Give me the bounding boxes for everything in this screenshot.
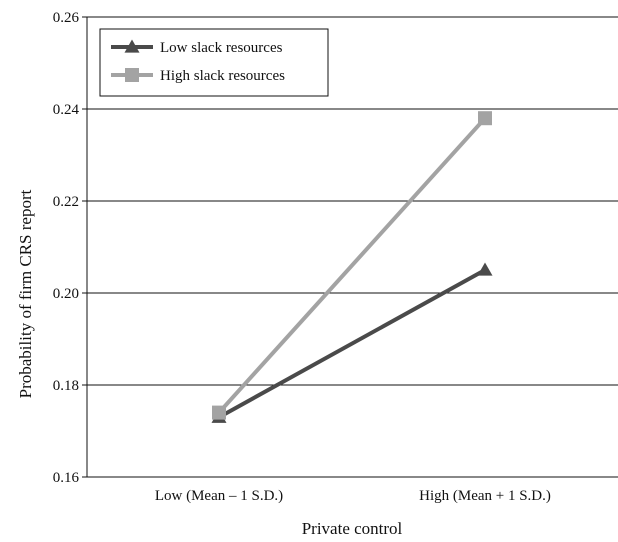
legend-entry: Low slack resources xyxy=(111,39,283,56)
y-axis-title: Probability of firm CRS report xyxy=(16,189,35,398)
legend-square-marker xyxy=(125,68,139,82)
legend-triangle-marker xyxy=(124,39,140,53)
gridlines xyxy=(87,16,618,386)
data-series xyxy=(211,111,493,423)
legend-label: Low slack resources xyxy=(160,40,283,56)
legend-box xyxy=(99,28,329,97)
square-marker xyxy=(212,405,226,420)
y-tick-label: 0.24 xyxy=(53,102,80,118)
x-tick-label: Low (Mean – 1 S.D.) xyxy=(155,488,283,504)
legend-label: High slack resources xyxy=(160,68,285,84)
square-marker xyxy=(478,111,492,126)
y-tick-label: 0.20 xyxy=(53,286,79,302)
legend-entry: High slack resources xyxy=(111,68,285,84)
series-line xyxy=(217,116,487,414)
y-tick-label: 0.22 xyxy=(53,194,79,210)
legend: Low slack resources High slack resources xyxy=(99,28,329,97)
series-line xyxy=(218,268,486,419)
y-tick-label: 0.16 xyxy=(53,470,80,486)
axes xyxy=(82,16,618,478)
series-high-slack xyxy=(212,111,492,420)
tick-labels: 0.16 0.18 0.20 0.22 0.24 0.26 Low (Mean – 1 S.… xyxy=(53,10,551,504)
y-tick-label: 0.26 xyxy=(53,10,80,26)
triangle-marker xyxy=(477,262,493,276)
x-axis-title: Private control xyxy=(302,519,403,538)
y-tick-label: 0.18 xyxy=(53,378,79,394)
x-tick-label: High (Mean + 1 S.D.) xyxy=(419,488,551,504)
